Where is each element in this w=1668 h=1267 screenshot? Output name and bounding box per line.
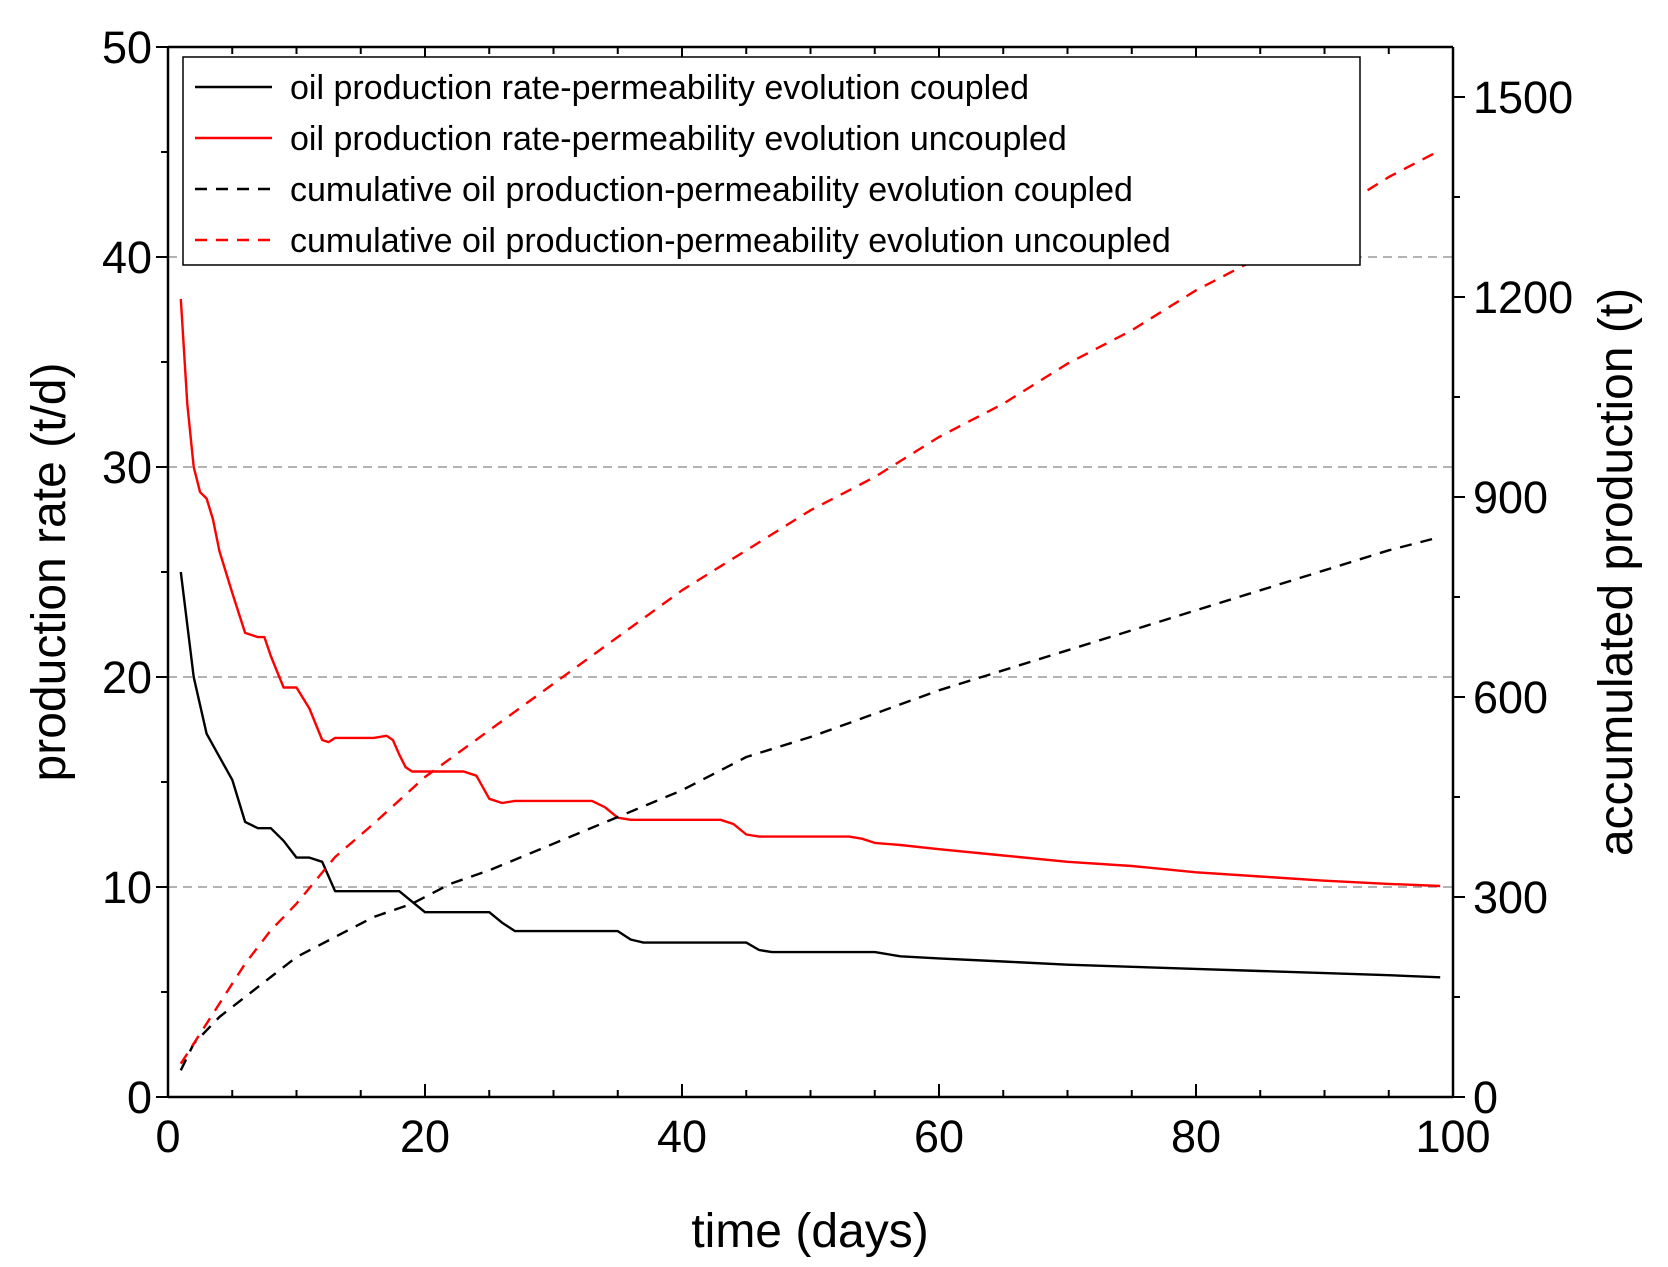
legend-label: oil production rate-permeability evoluti…: [290, 69, 1029, 107]
x-tick-label: 100: [1415, 1111, 1490, 1162]
y2-tick-label: 0: [1473, 1072, 1498, 1123]
x-tick-label: 20: [400, 1111, 450, 1162]
legend-label: cumulative oil production-permeability e…: [290, 222, 1171, 260]
series-line-2: [179, 298, 1441, 888]
x-tick-label: 80: [1171, 1111, 1221, 1162]
y2-tick-label: 1500: [1473, 72, 1573, 123]
y-tick-label: 10: [102, 862, 152, 913]
series-line-1: [179, 571, 1441, 979]
y-tick-label: 50: [102, 22, 152, 73]
y-tick-label: 0: [127, 1072, 152, 1123]
y-tick-label: 30: [102, 442, 152, 493]
ticks: 0 20 40 60 80 1000102030405003006009001200150…: [102, 22, 1573, 1162]
legend-box: [182, 56, 1361, 266]
y2-tick-label: 900: [1473, 472, 1548, 523]
y2-tick-label: 600: [1473, 672, 1548, 723]
series-line-3: [179, 535, 1441, 1071]
y2-tick-label: 300: [1473, 872, 1548, 923]
x-axis-title: time (days): [691, 1205, 928, 1258]
series-lines: [179, 149, 1441, 1071]
x-tick-label: 0: [155, 1111, 180, 1162]
y2-axis-title: accumulated production (t): [1590, 288, 1643, 856]
gridlines: [168, 256, 1453, 888]
series-line-4: [179, 149, 1441, 1065]
x-tick-label: 40: [657, 1111, 707, 1162]
legend: oil production rate-permeability evoluti…: [182, 56, 1361, 266]
legend-label: cumulative oil production-permeability e…: [290, 171, 1133, 209]
y-tick-label: 20: [102, 652, 152, 703]
y2-tick-label: 1200: [1473, 272, 1573, 323]
y-axis-title: production rate (t/d): [23, 363, 76, 782]
y-tick-label: 40: [102, 232, 152, 283]
x-tick-label: 60: [914, 1111, 964, 1162]
legend-label: oil production rate-permeability evoluti…: [290, 120, 1067, 158]
